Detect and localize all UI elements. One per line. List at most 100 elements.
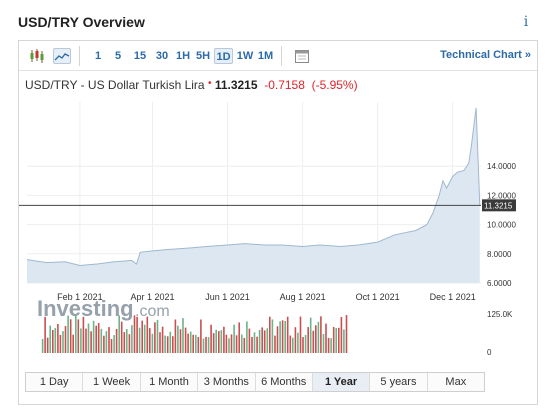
volume-bar [327, 337, 330, 353]
volume-bar [192, 334, 194, 353]
technical-chart-link[interactable]: Technical Chart » [440, 49, 531, 61]
volume-bar [164, 335, 166, 353]
volume-bar [315, 325, 317, 353]
price-change-percent: (-5.95%) [311, 78, 358, 92]
volume-bar [218, 331, 220, 353]
volume-bar [340, 317, 343, 353]
volume-bar [271, 319, 274, 353]
volume-bar [161, 326, 164, 353]
volume-bar [238, 322, 240, 353]
period-max[interactable]: Max [427, 373, 484, 391]
volume-bar [177, 325, 179, 353]
interval-30[interactable]: 30 [155, 50, 169, 62]
chart-widget: 1 5 15 30 1H 5H 1D 1W 1M Technical Chart… [18, 40, 538, 405]
volume-bar [149, 328, 151, 353]
line-chart-icon[interactable] [53, 48, 71, 64]
volume-bar [243, 337, 246, 353]
volume-bar [286, 316, 289, 353]
interval-1h[interactable]: 1H [175, 50, 191, 62]
volume-bar [251, 336, 253, 353]
period-1-day[interactable]: 1 Day [26, 373, 84, 391]
price-chart[interactable]: Investing .com 11.3215 6.0000 8.0000 10.00… [19, 96, 537, 368]
volume-bar [330, 338, 332, 353]
volume-bar [103, 335, 105, 353]
volume-bar [62, 331, 64, 353]
interval-5[interactable]: 5 [114, 50, 122, 62]
period-1-month[interactable]: 1 Month [140, 373, 199, 391]
period-1-year[interactable]: 1 Year [312, 373, 371, 391]
price-line [26, 107, 481, 267]
y-tick-label: 8.0000 [487, 250, 512, 259]
volume-bar [187, 333, 189, 353]
volume-bar [44, 316, 46, 353]
volume-bar [75, 315, 77, 353]
volume-bar [189, 331, 192, 353]
calendar-icon[interactable] [294, 48, 312, 64]
y-tick-label: 14.0000 [487, 162, 516, 171]
volume-bar [90, 331, 92, 353]
volume-bar [207, 337, 210, 353]
volume-bar [258, 330, 261, 353]
volume-bar [212, 333, 215, 353]
instrument-name: USD/TRY - US Dollar Turkish Lira [25, 78, 205, 92]
volume-bar [80, 328, 82, 353]
x-tick-label: Aug 1 2021 [280, 292, 326, 302]
volume-tick-label: 0 [487, 348, 492, 357]
volume-bar [138, 327, 141, 353]
volume-bar [302, 337, 304, 353]
y-tick-label: 10.0000 [487, 221, 516, 230]
period-6-months[interactable]: 6 Months [255, 373, 313, 391]
volume-bar [304, 335, 307, 353]
interval-5h[interactable]: 5H [195, 50, 211, 62]
interval-1d[interactable]: 1D [214, 48, 233, 64]
volume-bar [263, 330, 266, 353]
investing-watermark: Investing .com [37, 296, 170, 321]
volume-bar [335, 328, 337, 353]
volume-bar [64, 326, 67, 353]
volume-bar [123, 332, 126, 353]
period-1-week[interactable]: 1 Week [83, 373, 141, 391]
volume-bar [69, 319, 72, 353]
volume-bar [345, 315, 348, 353]
volume-bar [126, 329, 128, 353]
volume-bar [325, 323, 327, 353]
volume-bar [281, 320, 284, 353]
interval-1m[interactable]: 1M [257, 50, 274, 62]
volume-bar [205, 336, 207, 353]
volume-bar [241, 334, 243, 353]
volume-bar [294, 327, 297, 353]
volume-bar [223, 326, 225, 353]
volume-bar [110, 339, 113, 353]
interval-1[interactable]: 1 [94, 50, 102, 62]
volume-bar [151, 333, 154, 353]
volume-bar [169, 331, 172, 353]
volume-bar [59, 335, 62, 353]
volume-bar [312, 330, 315, 353]
volume-bar [220, 330, 223, 353]
volume-bar [202, 338, 205, 353]
info-icon[interactable]: i [523, 14, 529, 30]
volume-bar [343, 329, 345, 353]
volume-bar [225, 334, 228, 353]
period-5-years[interactable]: 5 years [370, 373, 428, 391]
interval-1w[interactable]: 1W [236, 50, 254, 62]
volume-bar [256, 336, 258, 353]
toolbar-separator [79, 46, 80, 66]
volume-bar [118, 315, 120, 353]
chart-toolbar: 1 5 15 30 1H 5H 1D 1W 1M Technical Chart… [19, 41, 537, 71]
interval-15[interactable]: 15 [133, 50, 147, 62]
volume-bar [54, 328, 57, 353]
volume-bar [128, 334, 131, 353]
volume-bars [41, 315, 348, 353]
volume-bar [230, 334, 233, 353]
volume-bar [82, 316, 85, 353]
period-3-months[interactable]: 3 Months [198, 373, 256, 391]
volume-bar [49, 325, 51, 353]
volume-bar [52, 330, 54, 353]
x-tick-label: Apr 1 2021 [130, 292, 174, 302]
volume-bar [159, 332, 161, 353]
watermark-suffix: .com [135, 303, 170, 320]
candlestick-icon[interactable] [29, 48, 47, 64]
volume-bar [299, 316, 302, 353]
volume-bar [108, 327, 110, 353]
